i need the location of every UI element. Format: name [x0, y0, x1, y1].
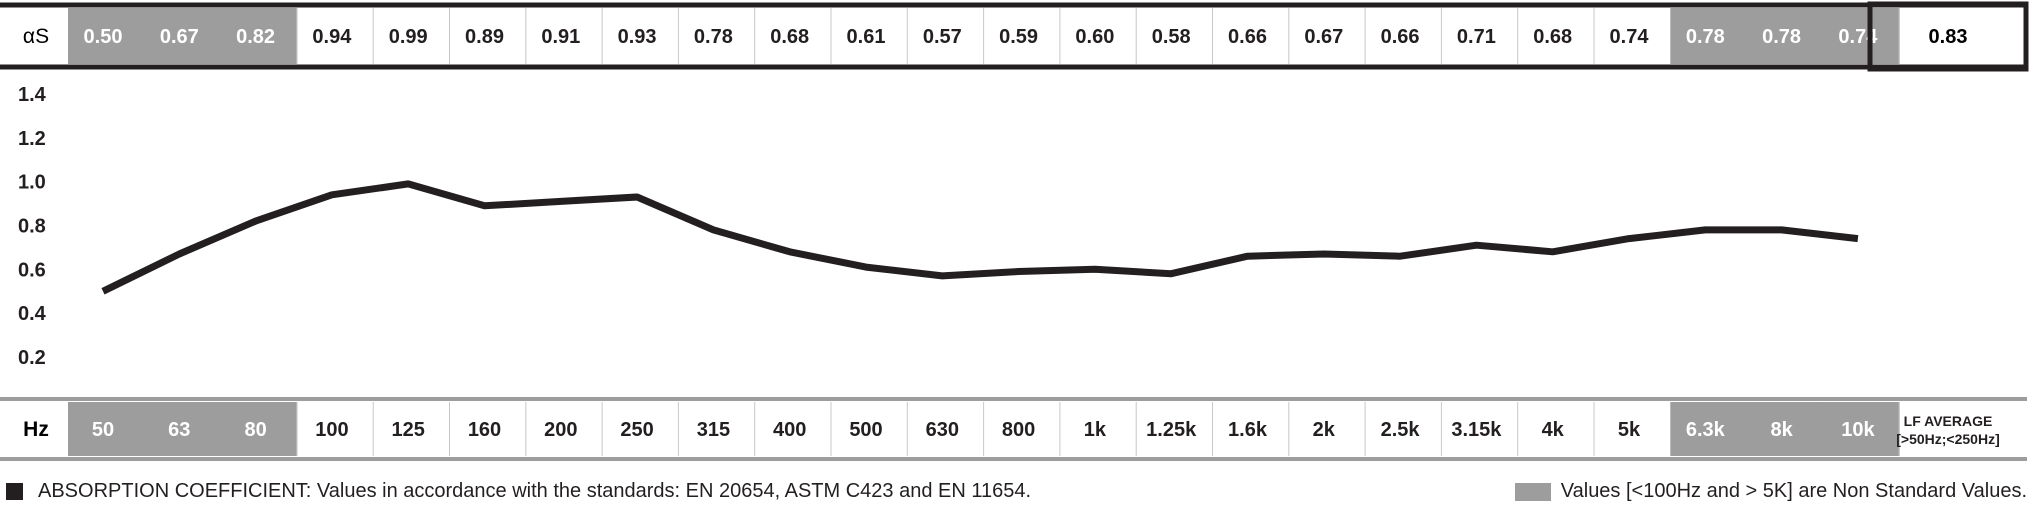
non-standard-cell-bg	[68, 402, 145, 456]
non-standard-cell-bg	[1670, 402, 1748, 456]
frequency-tick-label: 125	[392, 419, 425, 441]
alpha-value-label: 0.66	[1381, 26, 1420, 48]
frequency-tick-label: 200	[544, 419, 577, 441]
non-standard-cell-bg	[220, 8, 298, 64]
lf-average-value-box	[1867, 1, 2029, 72]
y-tick-label: 1.2	[18, 128, 46, 150]
alpha-value-label: 0.89	[465, 26, 504, 48]
frequency-tick-label: 1.25k	[1146, 419, 1197, 441]
frequency-tick-label: 2k	[1313, 419, 1336, 441]
frequency-tick-label: 160	[468, 419, 501, 441]
alpha-value-label: 0.78	[1686, 26, 1725, 48]
frequency-tick-label: 100	[315, 419, 348, 441]
alpha-value-label: 0.99	[389, 26, 428, 48]
non-standard-cell-bg	[68, 8, 145, 64]
frequency-tick-label: 3.15k	[1451, 419, 1502, 441]
non-standard-legend: Values [<100Hz and > 5K] are Non Standar…	[1514, 480, 2027, 503]
frequency-tick-label: 8k	[1770, 419, 1793, 441]
lf-average-label-line1: LF AVERAGE	[1904, 413, 1993, 429]
frequency-row: Hz 50 63 80 100 125 160 200 250 315 400 500 630 800 1…	[23, 402, 1900, 456]
alpha-row-label: αS	[23, 25, 49, 48]
frequency-tick-label: 1k	[1084, 419, 1107, 441]
frequency-row-label: Hz	[23, 418, 49, 441]
grey-swatch-icon	[1514, 482, 1551, 501]
alpha-value-label: 0.93	[618, 26, 657, 48]
frequency-tick-label: 5k	[1618, 419, 1641, 441]
non-standard-cell-bg	[144, 402, 222, 456]
legend-square-icon	[6, 483, 23, 500]
absorption-legend-text: ABSORPTION COEFFICIENT: Values in accord…	[38, 480, 1032, 502]
frequency-tick-label: 630	[926, 419, 959, 441]
frequency-tick-label: 6.3k	[1686, 419, 1726, 441]
absorption-chart: αS 0.50 0.67 0.82 0.94 0.99 0.89 0.91 0.93 0.78 0…	[0, 1, 2029, 461]
alpha-value-label: 0.50	[84, 26, 123, 48]
y-tick-label: 0.2	[18, 347, 46, 369]
frequency-tick-label: 10k	[1841, 419, 1875, 441]
alpha-value-label: 0.58	[1152, 26, 1191, 48]
y-axis-ticks: 1.4 1.2 1.0 0.8 0.6 0.4 0.2	[18, 84, 47, 369]
alpha-value-label: 0.91	[541, 26, 580, 48]
non-standard-legend-text: Values [<100Hz and > 5K] are Non Standar…	[1560, 480, 2027, 502]
y-tick-label: 1.0	[18, 172, 46, 194]
y-tick-label: 0.8	[18, 216, 46, 238]
non-standard-cell-bg	[220, 402, 298, 456]
alpha-value-label: 0.71	[1457, 26, 1496, 48]
non-standard-cell-bg	[1822, 8, 1900, 64]
lf-average-label-line2: [>50Hz;<250Hz]	[1896, 431, 2000, 447]
alpha-value-label: 0.74	[1610, 26, 1650, 48]
alpha-value-label: 0.66	[1228, 26, 1267, 48]
alpha-value-label: 0.60	[1075, 26, 1114, 48]
frequency-tick-label: 800	[1002, 419, 1035, 441]
non-standard-cell-bg	[1670, 8, 1748, 64]
absorption-legend: ABSORPTION COEFFICIENT: Values in accord…	[6, 480, 1031, 503]
frequency-tick-label: 500	[849, 419, 882, 441]
frequency-tick-label: 50	[92, 419, 114, 441]
non-standard-cell-bg	[1746, 8, 1824, 64]
alpha-value-label: 0.94	[312, 26, 352, 48]
alpha-value-label: 0.78	[694, 26, 733, 48]
non-standard-cell-bg	[144, 8, 222, 64]
absorption-curve	[101, 180, 1859, 295]
frequency-tick-label: 315	[697, 419, 730, 441]
frequency-tick-label: 250	[620, 419, 653, 441]
y-tick-label: 0.6	[18, 259, 46, 281]
non-standard-cell-bg	[1746, 402, 1824, 456]
frequency-tick-label: 400	[773, 419, 806, 441]
alpha-value-label: 0.78	[1762, 26, 1801, 48]
frequency-tick-label: 1.6k	[1228, 419, 1268, 441]
lf-average-value: 0.83	[1929, 26, 1968, 48]
alpha-value-label: 0.67	[160, 26, 199, 48]
frequency-tick-label: 4k	[1542, 419, 1565, 441]
frequency-tick-label: 80	[244, 419, 266, 441]
alpha-value-label: 0.61	[847, 26, 886, 48]
alpha-value-label: 0.59	[999, 26, 1038, 48]
alpha-value-label: 0.82	[236, 26, 275, 48]
frequency-tick-label: 63	[168, 419, 190, 441]
alpha-value-label: 0.67	[1304, 26, 1343, 48]
y-tick-label: 0.4	[18, 303, 47, 325]
non-standard-cell-bg	[1822, 402, 1900, 456]
frequency-tick-label: 2.5k	[1381, 419, 1421, 441]
alpha-values-row: αS 0.50 0.67 0.82 0.94 0.99 0.89 0.91 0.93 0.78 0…	[23, 8, 1900, 64]
y-tick-label: 1.4	[18, 84, 47, 106]
alpha-value-label: 0.57	[923, 26, 962, 48]
alpha-value-label: 0.68	[1533, 26, 1572, 48]
alpha-value-label: 0.68	[770, 26, 809, 48]
